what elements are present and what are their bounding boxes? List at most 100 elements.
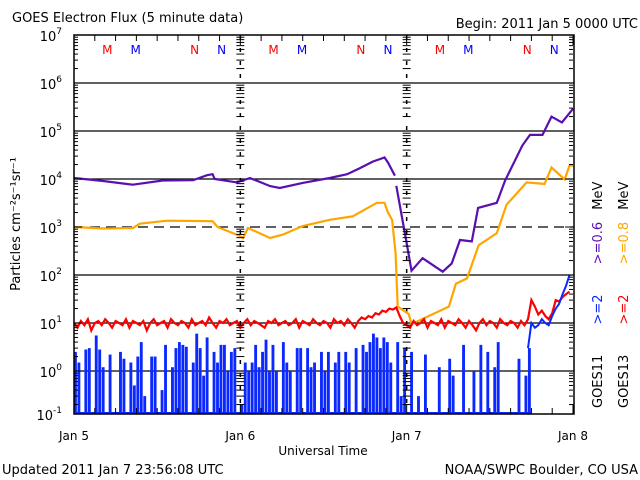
goes11-2mev-bar xyxy=(285,362,289,414)
goes11-2mev-bar xyxy=(268,371,271,414)
y-tick-exponent: 5 xyxy=(56,123,62,133)
position-marker: M xyxy=(131,43,141,57)
goes11-2mev-bar xyxy=(396,342,400,414)
legend-goes11-ch2: >=0.6 xyxy=(591,222,606,264)
goes11-2mev-bar xyxy=(517,358,521,414)
goes11-2mev-bar xyxy=(306,348,310,414)
goes11-2mev-bar xyxy=(136,356,140,414)
goes11-2mev-bar xyxy=(94,335,98,414)
goes11-2mev-bar xyxy=(486,351,490,414)
goes11-2mev-bar xyxy=(320,351,323,414)
position-marker: N xyxy=(550,43,559,57)
y-tick-exponent: -1 xyxy=(53,406,62,416)
goes11-2mev-bar xyxy=(184,346,188,414)
y-tick-label: 106 xyxy=(40,75,63,93)
goes11-2mev-bar xyxy=(372,333,375,414)
y-tick-exponent: 1 xyxy=(56,315,62,325)
goes11-2mev-bar xyxy=(226,371,230,414)
goes11-2mev-bar xyxy=(399,396,403,414)
legend-goes11-sat: GOES11 xyxy=(591,355,606,408)
goes11-2mev-bar xyxy=(354,348,358,414)
goes13-2-mev-line xyxy=(73,290,571,334)
goes11-2mev-bar xyxy=(174,348,178,414)
goes11-2mev-line xyxy=(527,274,571,349)
position-marker: M xyxy=(268,43,278,57)
legend-goes13: GOES13 >=2 >=0.8 MeV xyxy=(617,182,632,408)
position-marker: N xyxy=(356,43,365,57)
goes11-2mev-bar xyxy=(410,351,413,414)
series-layer xyxy=(73,108,574,414)
goes11-2mev-bar xyxy=(198,348,202,414)
goes11-2mev-bar xyxy=(313,362,316,414)
y-tick-label: 103 xyxy=(40,219,62,237)
goes11-2mev-bar xyxy=(368,342,372,414)
goes11-2mev-bar xyxy=(195,333,199,414)
x-tick-label: Jan 5 xyxy=(58,429,89,443)
goes11-2mev-bar xyxy=(202,375,206,414)
position-marker: N xyxy=(217,43,226,57)
position-marker: N xyxy=(383,43,392,57)
x-tick-label: Jan 8 xyxy=(557,429,588,443)
position-marker: M xyxy=(102,43,112,57)
goes11-2mev-bar xyxy=(493,367,497,414)
goes11-2mev-bar xyxy=(240,404,244,414)
goes11-2mev-bar xyxy=(216,362,219,414)
goes11-2mev-bar xyxy=(160,390,164,414)
legend-goes13-sat: GOES13 xyxy=(617,355,632,408)
y-tick-label: 10-1 xyxy=(36,406,62,424)
legend-goes11-unit: MeV xyxy=(591,182,606,210)
goes11-2mev-bar xyxy=(451,375,455,414)
goes11-2mev-bar xyxy=(229,351,233,414)
legend-goes13-unit: MeV xyxy=(617,182,632,210)
y-tick-label: 107 xyxy=(40,27,62,45)
goes11-2mev-bar xyxy=(295,348,299,414)
goes11-2mev-bar xyxy=(153,356,157,414)
goes11-2mev-bar xyxy=(299,348,303,414)
updated-label: Updated 2011 Jan 7 23:56:08 UTC xyxy=(2,463,224,478)
goes11-2mev-bar xyxy=(181,344,185,414)
position-marker: M xyxy=(463,43,473,57)
goes11-2mev-bar xyxy=(132,385,136,414)
goes11-2mev-bar xyxy=(108,354,112,414)
goes11-2mev-bar xyxy=(264,339,268,414)
y-tick-label: 102 xyxy=(40,267,62,285)
goes11-2mev-bar xyxy=(257,367,261,414)
goes11-2mev-bar xyxy=(344,351,348,414)
position-marker: N xyxy=(523,43,532,57)
goes11-2mev-bar xyxy=(274,371,278,414)
goes11-2mev-bar xyxy=(233,348,237,414)
goes11-2mev-bar xyxy=(150,356,154,414)
goes11-2mev-bar xyxy=(462,344,465,414)
goes11-2mev-bar xyxy=(98,349,102,414)
goes11-2mev-bar xyxy=(437,367,441,414)
goes11-2mev-bar xyxy=(143,396,147,414)
position-marker: M xyxy=(435,43,445,57)
goes11-2mev-bar xyxy=(365,351,368,414)
goes11-2mev-bar xyxy=(271,344,275,414)
goes11-2mev-bar xyxy=(479,344,483,414)
goes11-2mev-bar xyxy=(250,362,254,414)
legend-goes11: GOES11 >=2 >=0.6 MeV xyxy=(591,182,606,408)
credit-label: NOAA/SWPC Boulder, CO USA xyxy=(445,463,638,478)
chart-title: GOES Electron Flux (5 minute data) xyxy=(12,11,243,26)
legend-goes13-ch1: >=2 xyxy=(617,294,632,324)
y-tick-exponent: 6 xyxy=(56,75,62,85)
goes11-2mev-bar xyxy=(527,348,531,414)
goes11-2mev-bar xyxy=(77,362,81,414)
x-tick-label: Jan 6 xyxy=(224,429,255,443)
x-tick-label: Jan 7 xyxy=(391,429,422,443)
y-tick-label: 101 xyxy=(40,315,62,333)
goes11-2mev-bar xyxy=(223,344,226,414)
y-tick-label: 100 xyxy=(40,363,63,381)
goes11-2mev-bar xyxy=(389,362,393,414)
goes11-2mev-bar xyxy=(448,358,452,414)
goes11-2mev-bar xyxy=(423,354,427,414)
goes11-2mev-bar xyxy=(347,362,351,414)
goes11-2mev-bar xyxy=(243,362,247,414)
goes11-2mev-bar xyxy=(496,342,500,414)
goes11-2mev-bar xyxy=(472,371,476,414)
goes11-2mev-bar xyxy=(164,344,167,414)
